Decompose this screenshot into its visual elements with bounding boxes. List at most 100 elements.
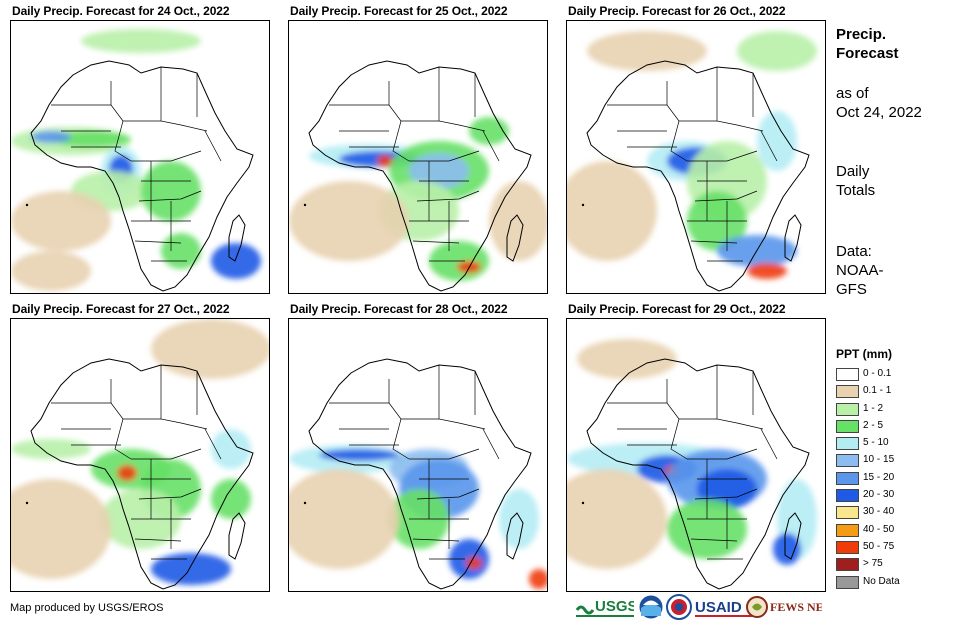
legend-label: 15 - 20 [863,471,895,483]
country-border [760,130,778,162]
precip-area [529,569,547,589]
country-border [736,422,764,430]
panel-title: Daily Precip. Forecast for 26 Oct., 2022 [568,4,786,18]
island-marker [303,203,307,207]
madagascar-outline [506,512,524,560]
legend-label: No Data [863,575,900,587]
panel-title: Daily Precip. Forecast for 27 Oct., 2022 [12,302,230,316]
precip-area [211,243,261,279]
legend-label: 1 - 2 [863,402,884,414]
country-border [690,240,738,244]
precip-area [11,251,91,291]
coastline [586,60,810,292]
madagascar-outline [784,214,802,262]
country-border [160,365,182,424]
data-source: Data: NOAA- GFS [836,242,884,299]
country-border [329,81,390,106]
legend-swatch [836,523,859,537]
madagascar-outline [228,512,246,560]
country-border [412,240,460,244]
island-marker [25,203,29,207]
as-of-date: as of Oct 24, 2022 [836,84,922,122]
precip-field [289,117,547,281]
product-title: Precip. Forecast [836,25,899,63]
panel-title: Daily Precip. Forecast for 24 Oct., 2022 [12,4,230,18]
country-border [114,418,132,460]
legend-label: 40 - 50 [863,523,895,535]
precip-area [117,465,137,481]
precip-area [11,439,91,459]
map-credit: Map produced by USGS/EROS [10,602,164,614]
totals-line2: Totals [836,182,876,199]
as-of-label: as of [836,85,869,102]
fews-net-logo-text: FEWS NET [770,600,822,614]
country-border [131,448,202,460]
precip-area [11,191,111,251]
precip-map [566,318,826,592]
legend-swatch [836,454,859,468]
precip-area [289,469,399,569]
usaid-logo: USAID [695,599,759,617]
precip-map [288,20,548,294]
legend-label: 0.1 - 1 [863,385,892,397]
precip-area [757,111,797,171]
fews-net-logo: FEWS NET [746,596,822,618]
precip-area [773,533,801,565]
legend-swatch [836,575,859,589]
precip-area [81,29,201,53]
precip-area [141,161,201,221]
country-border [666,402,717,420]
country-border [416,190,480,202]
country-border [138,190,202,202]
precip-map [10,318,270,592]
totals-note: Daily Totals [836,162,875,200]
precip-field [11,319,269,585]
data-source-line2: NOAA- [836,262,884,279]
precip-map [566,20,826,294]
country-border [409,448,480,460]
country-border [694,488,758,500]
panel-title: Daily Precip. Forecast for 25 Oct., 2022 [290,4,508,18]
country-border [51,81,112,106]
country-border [736,124,764,132]
totals-line1: Daily [836,163,870,180]
island-marker [25,501,29,505]
legend-swatch [836,402,859,416]
madagascar-outline [228,214,246,262]
forecast-panel-27-oct: Daily Precip. Forecast for 27 Oct., 2022 [10,302,270,592]
country-border [138,488,202,500]
precip-area [151,553,231,585]
legend-swatch [836,506,859,520]
country-border [690,538,738,542]
country-border [438,365,460,424]
country-border [458,422,486,430]
coastline [586,358,810,590]
country-border [607,81,668,106]
precip-field [11,29,261,291]
country-border [114,120,132,162]
product-title-line1: Precip. [836,26,887,43]
legend-label: 5 - 10 [863,437,889,449]
legend-swatch [836,489,859,503]
nws-logo [666,594,692,620]
legend-label: 0 - 0.1 [863,368,892,379]
country-border [670,418,688,460]
panel-title: Daily Precip. Forecast for 29 Oct., 2022 [568,302,786,316]
precip-area [587,31,707,71]
legend-swatch [836,368,859,381]
precip-area [11,479,111,579]
country-border [409,150,480,162]
legend-swatch [836,437,859,451]
data-source-line3: GFS [836,281,867,298]
country-border [482,130,500,162]
legend-label: 30 - 40 [863,506,895,518]
precip-area [377,155,393,167]
noaa-logo [638,594,664,620]
country-border [329,379,390,404]
country-border [687,150,758,162]
island-marker [581,501,585,505]
legend-label: 50 - 75 [863,540,895,552]
precip-area [567,469,667,569]
precip-field [567,31,817,279]
country-border [392,120,410,162]
